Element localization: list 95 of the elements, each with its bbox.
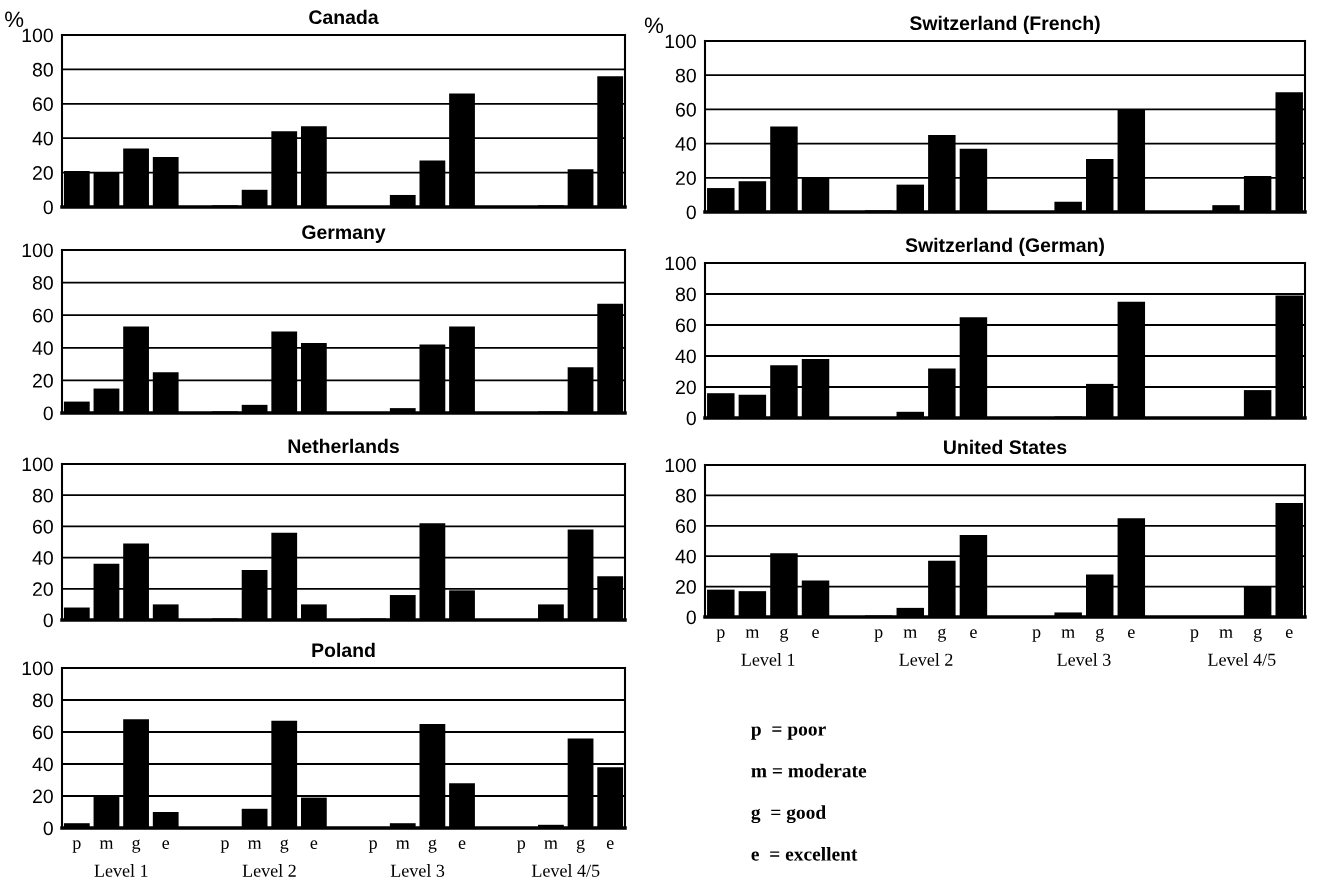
x-tick-label: m <box>903 629 917 638</box>
y-tick-label: 20 <box>676 171 696 186</box>
x-tick-label: m <box>99 840 114 849</box>
x-tick-label: m <box>396 840 410 849</box>
x-tick-label: g <box>428 839 437 853</box>
y-tick-label: 20 <box>33 166 53 180</box>
x-tick-label: p <box>368 840 377 853</box>
x-tick-label: e <box>458 840 466 850</box>
chart-title: United States <box>944 439 1067 455</box>
y-tick-label: 80 <box>32 693 53 708</box>
y-tick-label: 80 <box>675 287 696 302</box>
text: Level 4/5 <box>531 864 600 877</box>
x-tick-label: g <box>576 839 585 853</box>
y-tick-label: 60 <box>33 308 53 323</box>
text: Level 3 <box>390 864 445 877</box>
y-tick-label: 100 <box>665 256 696 271</box>
chart-title: Germany <box>302 225 386 243</box>
x-tick-label: e <box>1285 629 1293 639</box>
x-tick-label: p <box>72 840 81 853</box>
x-tick-label: e <box>310 840 318 850</box>
y-tick-label: 60 <box>676 102 696 117</box>
x-tick-label: p <box>220 840 229 853</box>
y-tick-label: 0 <box>43 200 53 215</box>
text: m = moderate <box>751 763 867 778</box>
x-tick-label: m <box>1061 629 1075 638</box>
y-tick-label: 80 <box>675 68 696 83</box>
text: e = excellent <box>751 847 858 861</box>
y-tick-label: 80 <box>32 62 53 77</box>
y-tick-label: 20 <box>676 380 696 395</box>
y-tick-label: 40 <box>675 137 696 151</box>
y-tick-label: 60 <box>33 97 53 112</box>
y-tick-label: 60 <box>33 725 53 740</box>
chart-title: Switzerland (German) <box>905 237 1104 256</box>
x-tick-label: m <box>247 840 262 849</box>
x-tick-label: p <box>716 629 725 642</box>
x-tick-label: e <box>162 840 170 850</box>
text: p = poor <box>751 726 826 740</box>
y-tick-label: 0 <box>686 205 696 220</box>
y-tick-label: 40 <box>32 341 53 356</box>
x-tick-label: g <box>938 628 947 642</box>
text: Level 1 <box>741 653 795 666</box>
x-tick-label: m <box>1219 629 1233 638</box>
y-tick-label: 40 <box>32 131 53 146</box>
text: Level 3 <box>1057 653 1111 666</box>
y-tick-label: 0 <box>686 610 696 625</box>
y-tick-label: 80 <box>32 488 53 503</box>
x-tick-label: e <box>1128 629 1135 639</box>
y-axis-title: % <box>5 11 24 28</box>
x-tick-label: m <box>544 840 558 849</box>
y-tick-label: 0 <box>43 821 53 836</box>
text: Level 1 <box>94 864 148 877</box>
chart-title: Netherlands <box>288 438 399 454</box>
y-tick-label: 100 <box>22 457 53 472</box>
x-tick-label: e <box>812 629 819 639</box>
y-tick-label: 20 <box>676 580 696 594</box>
x-tick-label: e <box>970 629 977 639</box>
x-tick-label: g <box>1096 628 1104 642</box>
chart-title: Canada <box>309 9 379 25</box>
x-tick-label: g <box>132 839 141 853</box>
x-tick-label: p <box>1032 629 1041 642</box>
x-tick-label: g <box>780 628 789 642</box>
chart-title: Poland <box>312 642 375 658</box>
y-tick-label: 0 <box>686 411 696 426</box>
x-tick-label: e <box>606 840 614 850</box>
y-tick-label: 40 <box>675 349 696 364</box>
text: Level 2 <box>899 653 953 666</box>
y-tick-label: 40 <box>675 549 696 564</box>
text: Level 2 <box>242 864 296 877</box>
text: Level 4/5 <box>1208 653 1276 666</box>
y-tick-label: 60 <box>676 318 696 333</box>
y-tick-label: 80 <box>675 488 696 503</box>
y-tick-label: 60 <box>33 519 53 534</box>
y-tick-label: 40 <box>32 757 53 772</box>
y-tick-label: 100 <box>22 28 53 43</box>
y-tick-label: 40 <box>32 551 53 565</box>
y-tick-label: 20 <box>33 373 53 388</box>
y-tick-label: 100 <box>22 243 53 258</box>
text: g = good <box>751 805 826 824</box>
x-tick-label: g <box>1253 628 1262 642</box>
y-tick-label: 20 <box>33 789 53 804</box>
x-tick-label: m <box>745 629 760 638</box>
y-axis-title: % <box>644 17 664 34</box>
x-tick-label: g <box>280 839 289 853</box>
y-tick-label: 100 <box>665 34 696 49</box>
x-tick-label: p <box>517 840 526 853</box>
y-tick-label: 20 <box>33 582 53 597</box>
y-tick-label: 0 <box>43 613 53 628</box>
x-tick-label: p <box>1190 629 1199 642</box>
y-tick-label: 80 <box>32 276 53 290</box>
y-tick-label: 100 <box>22 661 53 676</box>
y-tick-label: 100 <box>665 458 696 473</box>
y-tick-label: 60 <box>676 519 696 534</box>
x-tick-label: p <box>874 629 883 642</box>
y-tick-label: 0 <box>43 406 53 421</box>
chart-title: Switzerland (French) <box>909 15 1100 34</box>
